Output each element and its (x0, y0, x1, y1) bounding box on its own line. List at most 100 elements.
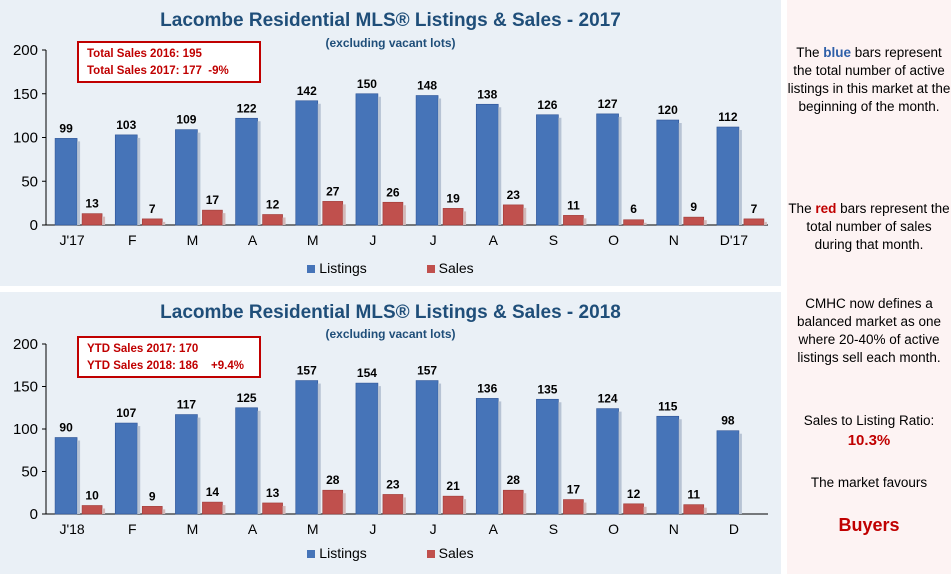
listings-bar (114, 134, 138, 226)
chart-subtitle: (excluding vacant lots) (325, 36, 456, 50)
y-tick-label: 50 (21, 173, 38, 190)
listings-bar (716, 430, 740, 515)
sales-bar (683, 504, 705, 515)
sales-value-label: 11 (687, 488, 700, 502)
sales-value-label: 6 (630, 202, 637, 216)
sales-value-label: 13 (266, 486, 280, 500)
callout-line: Total Sales 2016: 195 (87, 48, 202, 60)
y-tick-label: 0 (30, 217, 38, 234)
listings-bar (536, 398, 559, 515)
chart-title: Lacombe Residential MLS® Listings & Sale… (160, 302, 621, 323)
bar-shadow (257, 121, 261, 225)
bar-chart-2018: 0 50 100 150 200 90 10 J'18 107 9 F 117 14 M 125 13 A 157… (13, 336, 768, 537)
x-tick-label: J (369, 521, 376, 537)
sales-bar (442, 495, 464, 515)
x-tick-label: S (549, 521, 558, 537)
bar-shadow (703, 507, 707, 514)
sales-value-label: 9 (690, 200, 697, 214)
x-tick-label: A (248, 232, 258, 248)
bar-shadow (282, 217, 286, 225)
listings-value-label: 99 (59, 121, 73, 135)
bar-shadow (197, 132, 201, 225)
sales-value-label: 11 (567, 198, 580, 212)
listings-value-label: 127 (598, 97, 618, 111)
listings-bar (475, 103, 499, 226)
bar-shadow (678, 123, 682, 225)
legend-item-listings: Listings (307, 260, 367, 276)
legend-label: Listings (319, 545, 367, 561)
bar-shadow (498, 107, 502, 225)
bar-shadow (102, 508, 106, 514)
listings-value-label: 112 (718, 110, 738, 124)
sales-value-label: 9 (149, 489, 156, 503)
legend-swatch (426, 550, 435, 559)
chart-title: Lacombe Residential MLS® Listings & Sale… (160, 10, 621, 31)
listings-value-label: 154 (357, 366, 377, 380)
y-tick-label: 100 (13, 130, 38, 147)
x-tick-label: O (608, 232, 619, 248)
chart-panel-2018: Lacombe Residential MLS® Listings & Sale… (0, 292, 781, 574)
listings-value-label: 125 (237, 391, 257, 405)
listings-value-label: 138 (477, 87, 497, 101)
listings-value-label: 157 (417, 364, 437, 378)
listings-bar (536, 114, 559, 226)
callout-line: Total Sales 2017: 177 -9% (87, 65, 229, 77)
sales-bar (81, 213, 103, 226)
ratio-number: 10.3% (847, 432, 891, 449)
text-fragment: bars represent the total number of sales… (806, 201, 950, 252)
sales-value-label: 12 (627, 487, 641, 501)
text-fragment: The (788, 201, 816, 216)
bar-shadow (402, 205, 406, 225)
sales-bar (623, 219, 644, 226)
sales-value-label: 12 (266, 198, 280, 212)
bar-shadow (643, 506, 647, 514)
y-tick-label: 100 (13, 421, 38, 438)
x-tick-label: M (307, 232, 319, 248)
chart-subtitle: (excluding vacant lots) (325, 327, 456, 341)
listings-bar (235, 407, 258, 515)
sales-bar (563, 499, 584, 515)
sales-value-label: 23 (386, 477, 400, 491)
listings-value-label: 98 (721, 414, 735, 428)
bar-shadow (222, 213, 226, 225)
bar-shadow (438, 98, 442, 225)
bar-shadow (583, 502, 587, 514)
sales-value-label: 23 (507, 188, 521, 202)
legend-item-sales: Sales (426, 260, 474, 276)
chart-legend: Listings Sales (0, 260, 781, 276)
listings-bar (175, 414, 198, 515)
legend-label: Sales (438, 260, 474, 276)
bar-shadow (377, 96, 381, 225)
text-fragment: bars represent the total number of activ… (787, 45, 951, 114)
sales-value-label: 19 (446, 191, 460, 205)
listings-bar (475, 398, 499, 515)
bar-shadow (678, 419, 682, 514)
bar-shadow (498, 401, 502, 514)
listings-bar (355, 382, 379, 515)
x-tick-label: O (608, 521, 619, 537)
sales-bar (382, 494, 404, 515)
bar-shadow (703, 220, 707, 225)
red-word: red (815, 201, 837, 216)
sales-bar (623, 503, 644, 515)
x-tick-label: S (549, 232, 558, 248)
market-verdict: Buyers (838, 515, 900, 535)
bar-shadow (558, 402, 562, 514)
sales-bar (262, 214, 283, 226)
listings-value-label: 103 (116, 118, 136, 132)
bar-shadow (137, 137, 141, 225)
listings-value-label: 122 (237, 101, 257, 115)
sales-value-label: 26 (386, 185, 400, 199)
x-tick-label: J (369, 232, 376, 248)
listings-bar (716, 126, 740, 226)
text-fragment: The (796, 45, 824, 60)
listings-bar (596, 408, 619, 515)
listings-bar (355, 93, 379, 226)
bar-shadow (257, 410, 261, 514)
y-tick-label: 0 (30, 506, 38, 523)
listings-value-label: 120 (658, 103, 678, 117)
y-tick-label: 200 (13, 336, 38, 353)
sales-bar (322, 201, 344, 226)
x-tick-label: A (489, 232, 499, 248)
listings-value-label: 136 (477, 381, 497, 395)
